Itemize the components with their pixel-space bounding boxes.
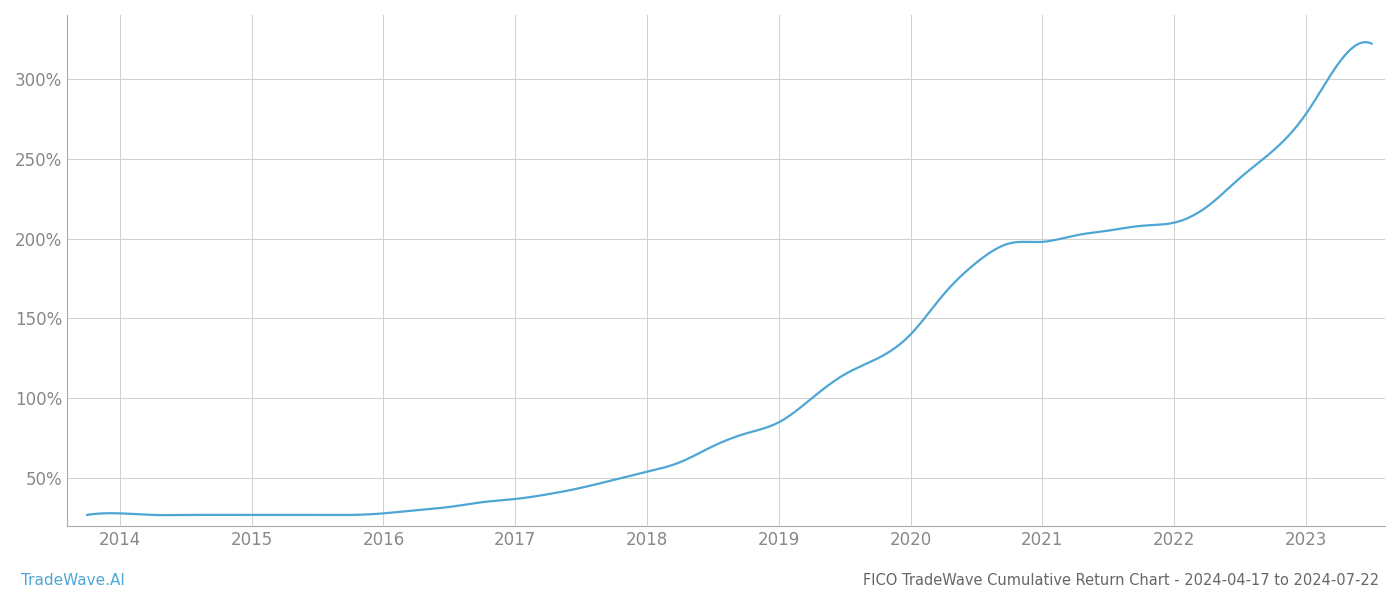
Text: TradeWave.AI: TradeWave.AI bbox=[21, 573, 125, 588]
Text: FICO TradeWave Cumulative Return Chart - 2024-04-17 to 2024-07-22: FICO TradeWave Cumulative Return Chart -… bbox=[862, 573, 1379, 588]
